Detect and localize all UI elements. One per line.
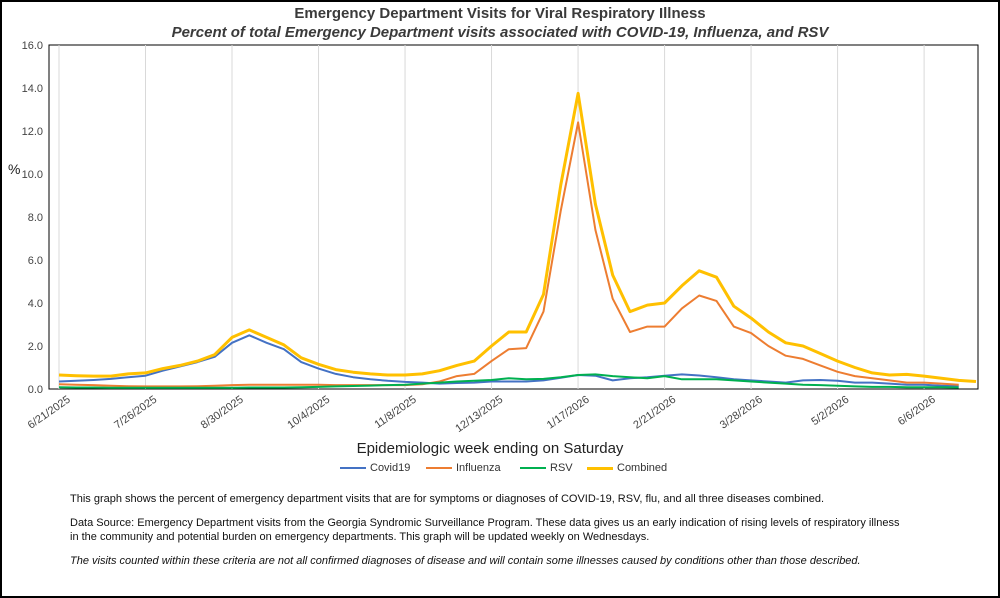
series-line-covid19 [58,334,959,387]
series-lines [58,91,977,389]
y-tick-label: 14.0 [22,83,43,95]
x-tick-label: 6/6/2026 [896,394,938,428]
legend-swatch-influenza [426,467,452,469]
legend-item-influenza: Influenza [426,462,501,474]
notes: This graph shows the percent of emergenc… [70,492,970,578]
legend-item-combined: Combined [587,462,667,474]
line-chart: 0.0 2.0 4.0 6.0 8.0 10.0 12.0 14.0 16.0 6/21/202… [22,40,979,435]
series-line-influenza [58,121,959,388]
legend-swatch-combined [587,466,613,470]
legend: Covid19 Influenza RSV Combined [340,462,680,478]
legend-swatch-covid19 [340,467,366,469]
chart-title: Emergency Department Visits for Viral Re… [294,5,706,22]
x-tick-label: 7/26/2025 [112,394,159,432]
legend-swatch-rsv [520,467,546,469]
note-disclaimer: The visits counted within these criteria… [70,555,861,567]
legend-label-covid19: Covid19 [370,462,411,474]
x-tick-label: 5/2/2026 [809,394,851,428]
x-tick-label: 2/21/2026 [631,394,678,432]
x-axis-label: Epidemiologic week ending on Saturday [356,440,624,457]
y-axis-ticks: 0.0 2.0 4.0 6.0 8.0 10.0 12.0 14.0 16.0 [22,40,43,396]
series-line-rsv [58,373,959,389]
vertical-gridlines [58,45,925,389]
x-tick-label: 12/13/2025 [453,394,505,435]
y-tick-label: 4.0 [28,298,43,310]
y-tick-label: 2.0 [28,341,43,353]
note-data-source-2: in the community and potential burden on… [70,531,650,543]
legend-item-covid19: Covid19 [340,462,410,474]
y-tick-label: 10.0 [22,169,43,181]
note-data-source-1: Data Source: Emergency Department visits… [70,517,900,529]
y-tick-label: 0.0 [28,384,43,396]
note-description: This graph shows the percent of emergenc… [70,493,825,505]
y-tick-label: 8.0 [28,212,43,224]
legend-label-rsv: RSV [550,462,573,474]
y-tick-label: 16.0 [22,40,43,52]
x-tick-label: 8/30/2025 [199,394,246,432]
x-axis-ticks: 6/21/2025 7/26/2025 8/30/2025 10/4/2025 11/8… [26,394,938,435]
legend-label-influenza: Influenza [456,462,501,474]
y-tick-label: 12.0 [22,126,43,138]
legend-label-combined: Combined [617,462,668,474]
y-axis-label: % [8,161,21,177]
legend-item-rsv: RSV [520,462,573,474]
y-tick-label: 6.0 [28,255,43,267]
x-tick-label: 6/21/2025 [26,394,73,432]
series-line-combined [58,91,977,383]
x-tick-label: 1/17/2026 [545,394,592,432]
x-tick-label: 11/8/2025 [372,394,418,431]
x-tick-label: 10/4/2025 [285,394,332,432]
plot-area [48,44,979,390]
x-tick-label: 3/28/2026 [718,394,765,432]
chart-subtitle: Percent of total Emergency Department vi… [171,24,829,41]
